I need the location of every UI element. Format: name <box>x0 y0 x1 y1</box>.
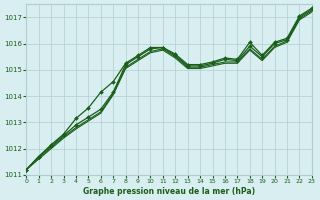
X-axis label: Graphe pression niveau de la mer (hPa): Graphe pression niveau de la mer (hPa) <box>83 187 255 196</box>
